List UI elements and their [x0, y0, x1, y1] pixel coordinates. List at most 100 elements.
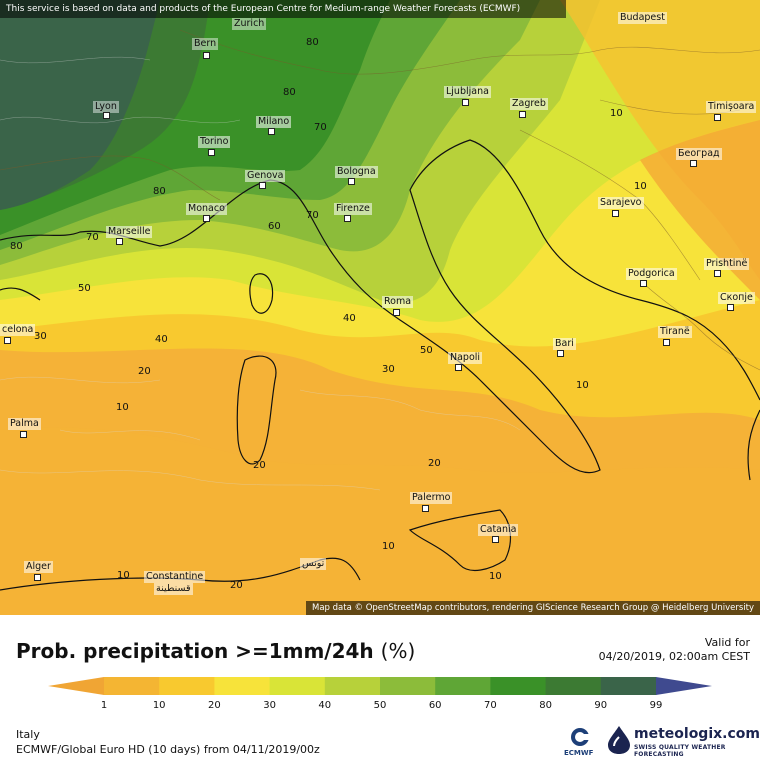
city-marker — [612, 210, 619, 217]
city-label-marseille: Marseille — [106, 226, 153, 238]
contour-label: 40 — [155, 334, 168, 345]
city-marker — [344, 215, 351, 222]
city-marker — [455, 364, 462, 371]
contour-label: 60 — [268, 221, 281, 232]
city-marker — [208, 149, 215, 156]
city-label-beograd: Београд — [676, 148, 722, 160]
contour-label: 10 — [116, 402, 129, 413]
city-label-budapest: Budapest — [618, 12, 667, 24]
contour-label: 10 — [117, 570, 130, 581]
contour-label: 10 — [382, 541, 395, 552]
scale-tick-label: 40 — [318, 700, 332, 711]
contour-label: 20 — [138, 366, 151, 377]
contour-label: 10 — [634, 181, 647, 192]
city-label-constantine: Constantine — [144, 571, 206, 583]
contour-label: 30 — [34, 331, 47, 342]
city-marker — [714, 114, 721, 121]
contour-label: 50 — [420, 345, 433, 356]
scale-tick-label: 10 — [152, 700, 166, 711]
scale-arrow-low — [48, 677, 104, 695]
city-label-pristine: Prishtinë — [704, 258, 750, 270]
contour-label: 40 — [343, 313, 356, 324]
city-label-bologna: Bologna — [335, 166, 378, 178]
city-marker — [640, 280, 647, 287]
scale-cell — [214, 677, 271, 695]
color-scale-ticks: 1 10 20 30 40 50 60 70 80 90 99 — [0, 700, 760, 714]
scale-tick-label: 70 — [484, 700, 497, 711]
scale-tick-label: 50 — [373, 700, 387, 711]
contour-label: 20 — [230, 580, 243, 591]
ecmwf-logo-text: ECMWF — [564, 749, 594, 757]
city-label-tunis-arabic: تونس — [300, 558, 327, 570]
city-label-podgorica: Podgorica — [626, 268, 677, 280]
city-label-timisoara: Timișoara — [706, 101, 757, 113]
city-marker — [393, 309, 400, 316]
city-marker — [727, 304, 734, 311]
meteologix-drop-icon — [608, 726, 630, 754]
weather-map: This service is based on data and produc… — [0, 0, 760, 615]
meteologix-name: meteologix.com — [634, 726, 760, 742]
city-marker — [103, 112, 110, 119]
scale-tick-label: 20 — [208, 700, 221, 711]
meteologix-logo: meteologix.com SWISS QUALITY WEATHER FOR… — [606, 723, 760, 758]
legend-title-text: Prob. precipitation >=1mm/24h — [16, 639, 374, 663]
city-marker — [203, 215, 210, 222]
data-source-banner: This service is based on data and produc… — [0, 0, 566, 18]
city-label-roma: Roma — [382, 296, 414, 308]
city-label-ljubljana: Ljubljana — [444, 86, 491, 98]
contour-label: 80 — [153, 186, 166, 197]
city-marker — [203, 52, 210, 59]
city-label-firenze: Firenze — [334, 203, 372, 215]
scale-tick-label: 1 — [100, 700, 108, 711]
probability-field — [0, 0, 760, 615]
legend-panel: Prob. precipitation >=1mm/24h (%) Valid … — [0, 615, 760, 760]
map-attribution: Map data © OpenStreetMap contributors, r… — [306, 601, 760, 615]
scale-cell — [324, 677, 381, 695]
city-label-milano: Milano — [256, 116, 292, 128]
color-scale-bar — [48, 677, 712, 695]
contour-label: 80 — [10, 241, 23, 252]
city-marker — [348, 178, 355, 185]
city-marker — [492, 536, 499, 543]
city-label-alger: Alger — [24, 561, 53, 573]
city-marker — [116, 238, 123, 245]
city-marker — [714, 270, 721, 277]
city-label-sarajevo: Sarajevo — [598, 197, 644, 209]
legend-title: Prob. precipitation >=1mm/24h (%) — [16, 639, 415, 663]
contour-label: 20 — [253, 460, 266, 471]
scale-cell — [380, 677, 436, 695]
city-marker — [268, 128, 275, 135]
contour-label: 70 — [314, 122, 327, 133]
city-label-napoli: Napoli — [448, 352, 483, 364]
valid-for-label: Valid for — [704, 636, 750, 649]
city-marker — [690, 160, 697, 167]
meteologix-tagline: SWISS QUALITY WEATHER FORECASTING — [634, 744, 726, 758]
contour-label: 50 — [78, 283, 91, 294]
city-label-catania: Catania — [478, 524, 519, 536]
scale-cell — [490, 677, 547, 695]
contour-label: 20 — [428, 458, 441, 469]
city-marker — [422, 505, 429, 512]
city-marker — [259, 182, 266, 189]
city-label-palma: Palma — [8, 418, 41, 430]
city-label-zurich: Zurich — [232, 18, 267, 30]
scale-cell — [435, 677, 491, 695]
city-marker — [663, 339, 670, 346]
city-label-palermo: Palermo — [410, 492, 453, 504]
scale-tick-label: 60 — [428, 700, 442, 711]
city-marker — [20, 431, 27, 438]
contour-label: 10 — [576, 380, 589, 391]
city-label-torino: Torino — [198, 136, 231, 148]
scale-tick-label: 80 — [539, 700, 552, 711]
city-marker — [34, 574, 41, 581]
contour-label: 80 — [306, 37, 319, 48]
city-label-tirane: Tiranë — [658, 326, 692, 338]
valid-for-value: 04/20/2019, 02:00am CEST — [598, 650, 750, 663]
scale-cell — [545, 677, 602, 695]
scale-cell — [600, 677, 657, 695]
contour-label: 70 — [86, 232, 99, 243]
city-label-barcelona: celona — [0, 324, 36, 336]
city-label-constantine-arabic: قسنطينة — [154, 583, 193, 595]
city-marker — [4, 337, 11, 344]
model-run-label: ECMWF/Global Euro HD (10 days) from 04/1… — [16, 743, 320, 756]
